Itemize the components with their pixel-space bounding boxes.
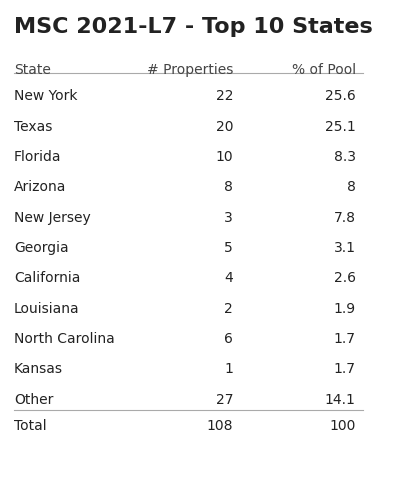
Text: 8: 8	[224, 180, 233, 194]
Text: 10: 10	[215, 150, 233, 164]
Text: New Jersey: New Jersey	[14, 211, 91, 225]
Text: 108: 108	[207, 419, 233, 433]
Text: Georgia: Georgia	[14, 241, 68, 255]
Text: 5: 5	[224, 241, 233, 255]
Text: 3.1: 3.1	[333, 241, 356, 255]
Text: 14.1: 14.1	[325, 393, 356, 407]
Text: # Properties: # Properties	[147, 63, 233, 77]
Text: Louisiana: Louisiana	[14, 302, 79, 316]
Text: MSC 2021-L7 - Top 10 States: MSC 2021-L7 - Top 10 States	[14, 17, 373, 37]
Text: Florida: Florida	[14, 150, 61, 164]
Text: State: State	[14, 63, 51, 77]
Text: 7.8: 7.8	[333, 211, 356, 225]
Text: 8: 8	[347, 180, 356, 194]
Text: 100: 100	[329, 419, 356, 433]
Text: Texas: Texas	[14, 120, 52, 134]
Text: 1.7: 1.7	[333, 332, 356, 346]
Text: California: California	[14, 271, 80, 285]
Text: 27: 27	[215, 393, 233, 407]
Text: 25.1: 25.1	[325, 120, 356, 134]
Text: 2.6: 2.6	[333, 271, 356, 285]
Text: 1: 1	[224, 362, 233, 376]
Text: 4: 4	[224, 271, 233, 285]
Text: 8.3: 8.3	[333, 150, 356, 164]
Text: 20: 20	[215, 120, 233, 134]
Text: % of Pool: % of Pool	[291, 63, 356, 77]
Text: Kansas: Kansas	[14, 362, 63, 376]
Text: 1.9: 1.9	[333, 302, 356, 316]
Text: 25.6: 25.6	[325, 90, 356, 103]
Text: 6: 6	[224, 332, 233, 346]
Text: North Carolina: North Carolina	[14, 332, 115, 346]
Text: Other: Other	[14, 393, 53, 407]
Text: Arizona: Arizona	[14, 180, 66, 194]
Text: 3: 3	[224, 211, 233, 225]
Text: Total: Total	[14, 419, 47, 433]
Text: New York: New York	[14, 90, 77, 103]
Text: 22: 22	[215, 90, 233, 103]
Text: 1.7: 1.7	[333, 362, 356, 376]
Text: 2: 2	[224, 302, 233, 316]
